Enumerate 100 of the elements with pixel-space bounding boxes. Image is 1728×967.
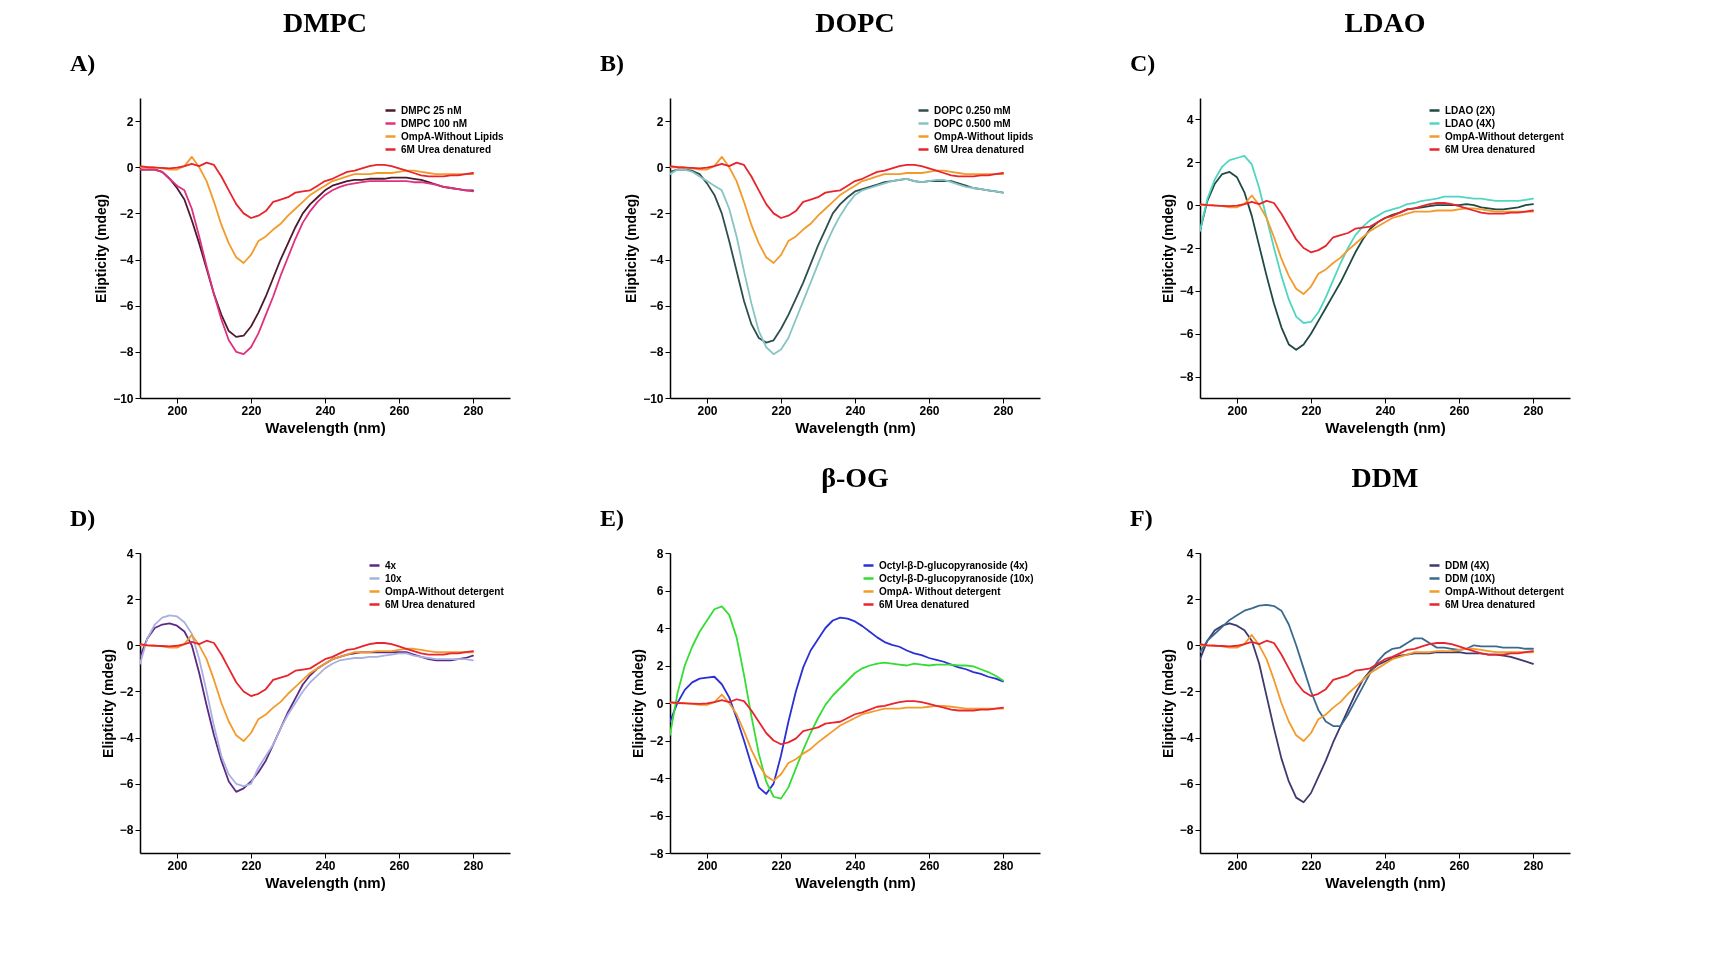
x-tick-label: 240 (1375, 858, 1396, 873)
y-axis-title: Elipticity (mdeg) (1159, 194, 1176, 303)
x-tick-label: 260 (389, 858, 410, 873)
legend-label: 6M Urea denatured (1445, 598, 1536, 610)
y-tick-label: −2 (649, 206, 664, 221)
y-tick-label: −4 (119, 253, 134, 268)
x-tick-label: 240 (315, 403, 336, 418)
x-tick-label: 260 (919, 403, 940, 418)
x-tick-label: 220 (1301, 403, 1322, 418)
y-tick-label: −8 (649, 345, 664, 360)
legend-label: OmpA- Without detergent (879, 585, 1002, 597)
legend-label: DMPC 25 nM (401, 104, 462, 116)
y-tick-label: −6 (119, 299, 134, 314)
y-axis-title: Elipticity (mdeg) (99, 649, 116, 758)
x-tick-label: 220 (1301, 858, 1322, 873)
x-tick-label: 220 (771, 858, 792, 873)
x-tick-label: 200 (1227, 403, 1248, 418)
y-tick-label: 0 (656, 160, 664, 175)
x-tick-label: 200 (167, 403, 188, 418)
y-tick-label: −2 (119, 206, 134, 221)
line-series (140, 161, 474, 219)
y-tick-label: −6 (1179, 777, 1194, 792)
legend-label: Octyl-β-D-glucopyranoside (10x) (879, 572, 1034, 584)
line-series (1200, 194, 1534, 295)
x-axis-title: Wavelength (nm) (795, 418, 916, 436)
x-tick-label: 240 (315, 858, 336, 873)
y-tick-label: 4 (1186, 546, 1194, 561)
x-tick-label: 240 (1375, 403, 1396, 418)
x-tick-label: 280 (993, 403, 1014, 418)
line-series (1200, 634, 1534, 742)
y-tick-label: −4 (1179, 284, 1194, 299)
y-tick-label: −6 (119, 777, 134, 792)
x-tick-label: 280 (1523, 858, 1544, 873)
x-tick-label: 220 (771, 403, 792, 418)
y-tick-label: −4 (119, 731, 134, 746)
legend-label: DDM (4X) (1445, 559, 1490, 571)
x-axis-title: Wavelength (nm) (265, 418, 386, 436)
line-series (140, 634, 474, 742)
legend-label: OmpA-Without lipids (934, 130, 1034, 142)
x-tick-label: 240 (845, 403, 866, 418)
legend-label: OmpA-Without detergent (1445, 585, 1565, 597)
x-tick-label: 280 (463, 858, 484, 873)
x-axis-title: Wavelength (nm) (1325, 418, 1446, 436)
x-tick-label: 280 (993, 858, 1014, 873)
legend-label: DMPC 100 nM (401, 117, 468, 129)
legend-label: 10x (385, 572, 403, 584)
text: B) (600, 50, 624, 76)
y-axis-title: Elipticity (mdeg) (623, 194, 640, 303)
legend-label: DOPC 0.250 mM (934, 104, 1011, 116)
legend-label: DOPC 0.500 mM (934, 117, 1011, 129)
y-tick-label: 4 (656, 621, 664, 636)
y-tick-label: 0 (126, 160, 134, 175)
y-tick-label: −8 (119, 823, 134, 838)
legend-label: 6M Urea denatured (401, 143, 492, 155)
line-series (670, 155, 1004, 264)
y-tick-label: −8 (1179, 823, 1194, 838)
y-tick-label: 2 (126, 592, 134, 607)
line-series (670, 698, 1004, 746)
y-tick-label: 0 (1186, 198, 1194, 213)
legend-label: 6M Urea denatured (385, 598, 476, 610)
chart-title: LDAO (1344, 7, 1426, 38)
y-tick-label: 8 (656, 546, 664, 561)
x-axis-title: Wavelength (nm) (795, 873, 916, 891)
y-tick-label: −4 (1179, 731, 1194, 746)
y-tick-label: −4 (649, 253, 664, 268)
y-tick-label: −2 (1179, 684, 1194, 699)
chart-title: DDM (1351, 462, 1419, 493)
y-tick-label: −6 (649, 299, 664, 314)
line-series (1200, 639, 1534, 697)
x-tick-label: 280 (1523, 403, 1544, 418)
text: E) (600, 505, 624, 531)
x-tick-label: 200 (167, 858, 188, 873)
y-tick-label: −2 (1179, 241, 1194, 256)
text: A) (70, 50, 96, 76)
y-tick-label: 2 (656, 659, 664, 673)
x-tick-label: 260 (919, 858, 940, 873)
y-tick-label: −2 (649, 734, 664, 748)
y-tick-label: 4 (1186, 112, 1194, 127)
x-tick-label: 220 (241, 858, 262, 873)
legend-label: OmpA-Without detergent (1445, 130, 1565, 142)
x-tick-label: 200 (697, 403, 718, 418)
y-tick-label: −10 (113, 391, 134, 406)
chart-title: DOPC (815, 7, 895, 38)
legend-label: 6M Urea denatured (934, 143, 1025, 155)
x-tick-label: 260 (389, 403, 410, 418)
y-tick-label: 0 (656, 696, 664, 711)
line-series (140, 155, 474, 264)
y-tick-label: 2 (656, 114, 664, 129)
y-tick-label: −2 (119, 684, 134, 699)
legend-label: DDM (10X) (1445, 572, 1496, 584)
legend-label: LDAO (2X) (1445, 104, 1495, 116)
legend-label: OmpA-Without Lipids (401, 130, 505, 142)
x-tick-label: 200 (697, 858, 718, 873)
y-tick-label: 6 (656, 584, 664, 598)
legend-label: OmpA-Without detergent (385, 585, 505, 597)
text: F) (1130, 505, 1153, 531)
legend-label: 6M Urea denatured (1445, 143, 1536, 155)
x-axis-title: Wavelength (nm) (1325, 873, 1446, 891)
y-axis-title: Elipticity (mdeg) (93, 194, 110, 303)
x-tick-label: 200 (1227, 858, 1248, 873)
